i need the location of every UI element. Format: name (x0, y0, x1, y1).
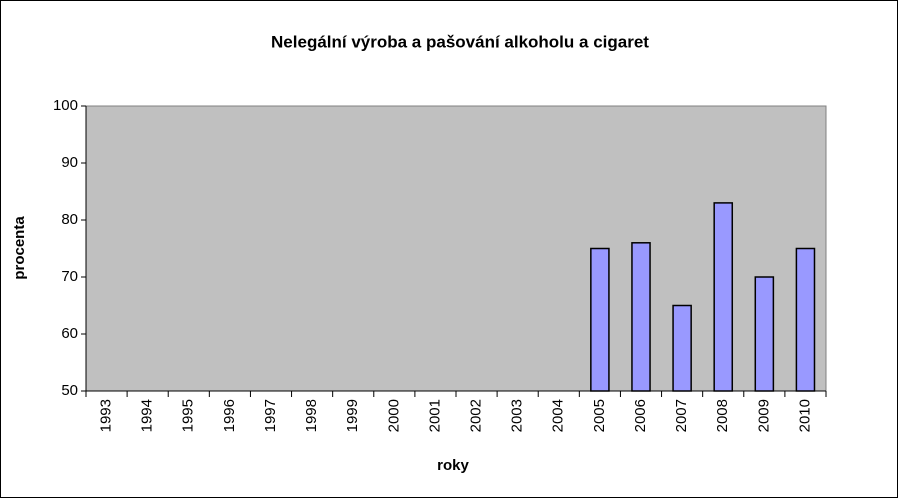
y-axis-title: procenta (11, 216, 28, 280)
x-tick-label: 2002 (468, 399, 485, 432)
x-tick-label: 2006 (632, 399, 649, 432)
x-tick-label: 2009 (755, 399, 772, 432)
bar (590, 247, 610, 392)
plot-area (85, 105, 827, 392)
x-tick-label: 1996 (221, 399, 238, 432)
bar (795, 247, 816, 392)
x-tick-label: 2005 (591, 399, 608, 432)
x-tick-label: 1994 (139, 399, 156, 432)
x-tick-label: 2004 (550, 399, 567, 432)
bar (672, 304, 692, 392)
x-tick-label: 2008 (714, 399, 731, 432)
bar (754, 276, 775, 392)
x-tick-label: 1997 (262, 399, 279, 432)
y-tick-label: 50 (61, 382, 78, 399)
x-tick-label: 2000 (385, 399, 402, 432)
x-tick-label: 2010 (796, 399, 813, 432)
chart-title: Nelegální výroba a pašování alkoholu a c… (271, 32, 649, 51)
bar (631, 242, 651, 392)
x-tick-label: 1993 (98, 399, 115, 432)
x-tick-label: 1999 (344, 399, 361, 432)
x-tick-label: 1998 (303, 399, 320, 432)
y-tick-label: 70 (61, 268, 78, 285)
y-tick-label: 60 (61, 325, 78, 342)
y-tick-label: 90 (61, 154, 78, 171)
x-tick-label: 1995 (180, 399, 197, 432)
bar (713, 202, 734, 392)
x-tick-label: 2003 (509, 399, 526, 432)
y-tick-label: 100 (53, 97, 78, 114)
x-axis-title: roky (437, 457, 469, 474)
x-tick-label: 2007 (673, 399, 690, 432)
y-tick-label: 80 (61, 211, 78, 228)
x-tick-label: 2001 (426, 399, 443, 432)
